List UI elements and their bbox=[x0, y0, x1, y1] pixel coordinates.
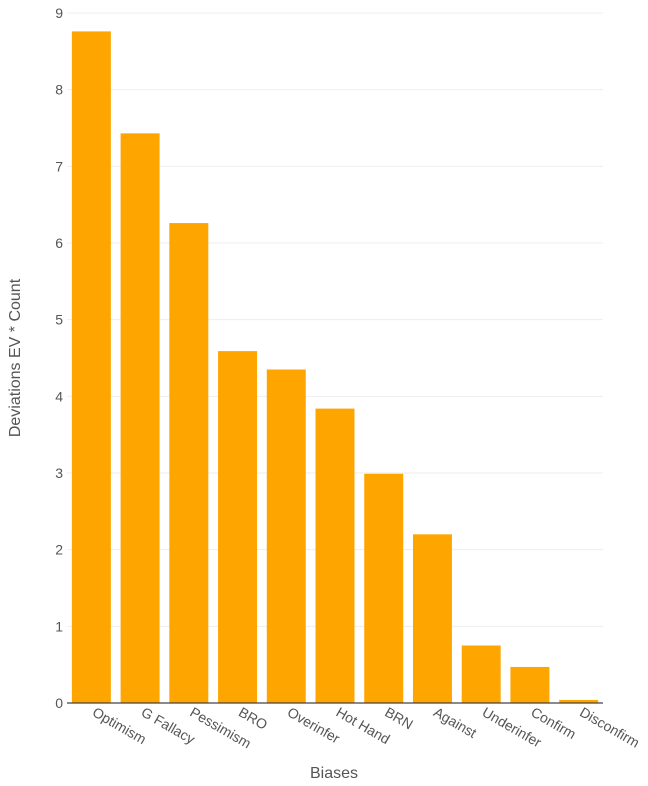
bar bbox=[559, 699, 599, 703]
x-axis-title: Biases bbox=[310, 765, 358, 782]
y-tick-label: 2 bbox=[55, 542, 63, 558]
y-axis-ticks: 0 1 2 3 4 5 6 7 8 9 bbox=[55, 5, 63, 711]
bar bbox=[315, 408, 355, 703]
bar bbox=[412, 534, 452, 703]
x-tick-label: Against bbox=[431, 704, 480, 741]
y-tick-label: 3 bbox=[55, 465, 63, 481]
bar bbox=[461, 645, 501, 703]
y-tick-label: 9 bbox=[55, 5, 63, 21]
y-tick-label: 1 bbox=[55, 618, 63, 634]
x-tick-label: Optimism bbox=[90, 704, 149, 747]
bars bbox=[71, 31, 599, 704]
x-tick-label: Hot Hand bbox=[334, 704, 393, 747]
y-tick-label: 7 bbox=[55, 158, 63, 174]
bar bbox=[364, 473, 404, 703]
bar bbox=[120, 133, 160, 703]
bar bbox=[71, 31, 111, 703]
bar bbox=[266, 369, 306, 703]
y-tick-label: 6 bbox=[55, 235, 63, 251]
x-tick-label: Disconfirm bbox=[577, 704, 642, 751]
y-tick-label: 5 bbox=[55, 312, 63, 328]
x-tick-label: BRO bbox=[236, 704, 270, 733]
x-tick-label: BRN bbox=[382, 704, 416, 733]
y-axis-title: Deviations EV * Count bbox=[7, 278, 24, 437]
y-tick-label: 4 bbox=[55, 388, 63, 404]
x-tick-label: Overinfer bbox=[285, 704, 343, 747]
bar bbox=[218, 351, 258, 703]
x-tick-label: G Fallacy bbox=[139, 704, 198, 747]
bar bbox=[510, 666, 550, 703]
y-tick-label: 8 bbox=[55, 82, 63, 98]
bar bbox=[169, 223, 209, 704]
y-tick-label: 0 bbox=[55, 695, 63, 711]
